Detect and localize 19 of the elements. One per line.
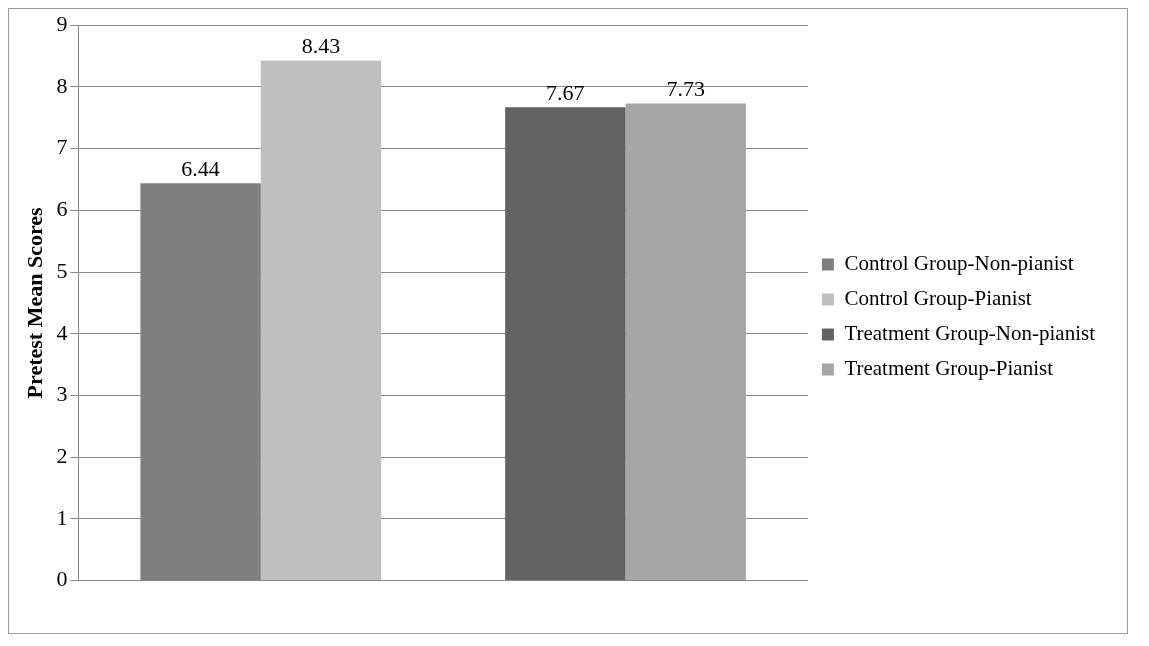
y-tick-label: 5: [56, 257, 68, 283]
y-tick-label: 2: [56, 442, 68, 468]
data-label: 6.44: [181, 155, 220, 181]
y-tick-label: 9: [56, 10, 68, 36]
y-tick-label: 4: [56, 319, 68, 345]
data-label: 8.43: [301, 33, 341, 59]
y-axis-title: Pretest Mean Scores: [21, 206, 47, 399]
y-tick-label: 3: [56, 381, 68, 407]
data-label: 7.67: [546, 80, 585, 106]
legend-label: Control Group-Pianist: [844, 286, 1032, 311]
data-label: 7.73: [666, 76, 705, 102]
y-tick-label: 1: [56, 504, 68, 530]
y-tick-label: 8: [56, 72, 68, 98]
y-tick-label: 0: [56, 566, 68, 592]
y-tick-label: 6: [56, 196, 68, 222]
legend-label: Treatment Group-Pianist: [844, 356, 1054, 381]
legend-label: Control Group-Non-pianist: [844, 251, 1074, 276]
legend-label: Treatment Group-Non-pianist: [844, 321, 1096, 346]
y-tick-label: 7: [56, 134, 68, 160]
